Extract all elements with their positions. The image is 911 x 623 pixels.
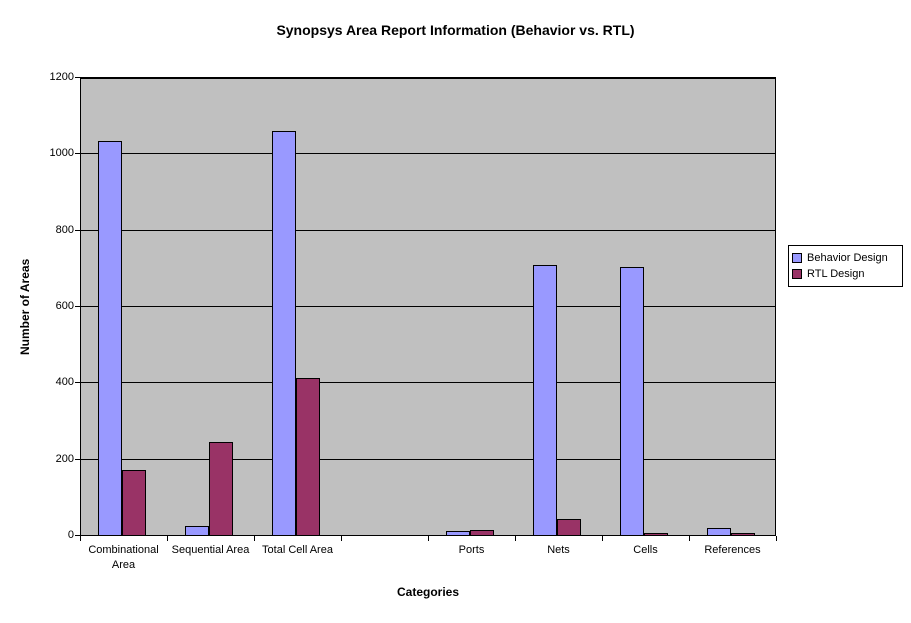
x-tick-mark-5 — [515, 536, 516, 541]
bar-rtl-design-references — [731, 533, 755, 536]
y-tick-mark-600 — [75, 306, 80, 307]
bar-behavior-design-sequential-area — [185, 526, 209, 536]
x-tick-mark-0 — [80, 536, 81, 541]
x-tick-mark-8 — [776, 536, 777, 541]
bar-rtl-design-total-cell-area — [296, 378, 320, 536]
bar-rtl-design-nets — [557, 519, 581, 536]
category-label-cells: Cells — [633, 544, 658, 556]
legend: Behavior Design RTL Design — [788, 245, 903, 287]
category-label-total-cell-area: Total Cell Area — [262, 544, 333, 556]
gridline-1000 — [80, 153, 776, 155]
plot-area — [80, 78, 776, 536]
x-axis-title: Categories — [396, 585, 460, 599]
legend-swatch-behavior-design — [792, 253, 802, 263]
legend-label-behavior-design: Behavior Design — [807, 252, 888, 264]
bar-rtl-design-combinational-area — [122, 470, 146, 536]
bar-behavior-design-references — [707, 528, 731, 536]
bar-rtl-design-cells — [644, 533, 668, 536]
y-tick-label-400: 400 — [55, 376, 74, 389]
y-tick-mark-400 — [75, 382, 80, 384]
x-tick-mark-7 — [689, 536, 690, 541]
category-label-references: References — [704, 544, 761, 556]
y-tick-mark-200 — [75, 458, 80, 460]
y-tick-label-800: 800 — [55, 223, 74, 236]
bar-behavior-design-cells — [620, 267, 644, 536]
gridline-600 — [80, 306, 776, 307]
category-label-nets: Nets — [547, 544, 570, 556]
x-tick-mark-3 — [341, 536, 342, 541]
y-tick-label-200: 200 — [55, 452, 74, 465]
bar-behavior-design-total-cell-area — [272, 131, 296, 536]
legend-item-rtl-design: RTL Design — [792, 266, 899, 282]
legend-label-rtl-design: RTL Design — [807, 268, 865, 280]
y-tick-mark-1000 — [75, 153, 80, 155]
x-tick-mark-6 — [602, 536, 603, 541]
gridline-400 — [80, 382, 776, 384]
category-label-combinational-area: Combinational Area — [88, 544, 159, 571]
y-tick-label-1000: 1000 — [49, 147, 74, 160]
bar-rtl-design-ports — [470, 530, 494, 536]
bar-behavior-design-combinational-area — [98, 141, 122, 536]
legend-item-behavior-design: Behavior Design — [792, 250, 899, 266]
legend-swatch-rtl-design — [792, 269, 802, 279]
bar-behavior-design-nets — [533, 265, 557, 536]
bar-behavior-design-ports — [446, 531, 470, 536]
x-tick-mark-4 — [428, 536, 429, 541]
x-tick-mark-2 — [254, 536, 255, 541]
category-label-ports: Ports — [458, 544, 485, 556]
bar-rtl-design-sequential-area — [209, 442, 233, 536]
gridline-800 — [80, 229, 776, 231]
x-tick-mark-1 — [167, 536, 168, 541]
y-tick-label-1200: 1200 — [49, 71, 74, 83]
y-tick-mark-0 — [75, 535, 80, 536]
y-tick-mark-800 — [75, 229, 80, 231]
gridline-200 — [80, 458, 776, 460]
y-tick-label-600: 600 — [55, 300, 74, 312]
y-tick-mark-1200 — [75, 77, 80, 78]
category-label-sequential-area: Sequential Area — [171, 544, 250, 556]
gridline-1200 — [80, 77, 776, 78]
chart-title: Synopsys Area Report Information (Behavi… — [276, 22, 635, 38]
y-tick-label-0: 0 — [67, 529, 74, 541]
